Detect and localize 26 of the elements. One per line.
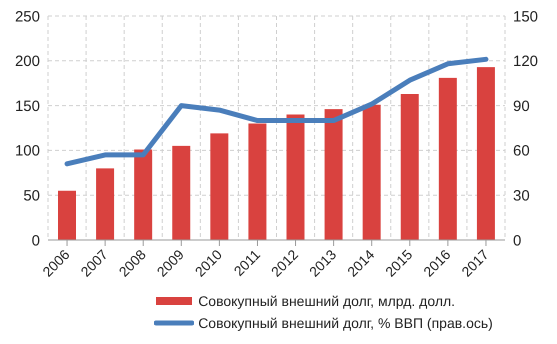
y-tick-label: 100 [14,142,40,160]
bar [400,94,419,240]
legend-label: Совокупный внешний долг, млрд. долл. [198,292,456,311]
y2-tick-label: 120 [513,53,538,70]
bar [324,109,343,240]
legend-label: Совокупный внешний долг, % ВВП (прав.ось) [198,314,493,333]
y2-tick-label: 150 [513,8,538,26]
y-tick-label: 0 [32,232,40,250]
bar [58,190,76,240]
bar [438,78,457,240]
y-tick-label: 200 [14,53,40,70]
bar [96,168,114,240]
y-tick-label: 150 [14,98,40,115]
y2-tick-label: 0 [513,232,522,250]
y2-tick-label: 30 [513,188,530,205]
bar [362,104,381,240]
bar [210,133,228,240]
y-tick-label: 250 [14,8,40,26]
y2-tick-label: 90 [513,98,530,115]
y-tick-label: 50 [23,188,40,205]
bar [172,146,190,240]
y2-tick-label: 60 [513,142,530,160]
bar [476,67,495,240]
bar [286,114,304,240]
bar [134,150,152,240]
bar [248,124,266,240]
